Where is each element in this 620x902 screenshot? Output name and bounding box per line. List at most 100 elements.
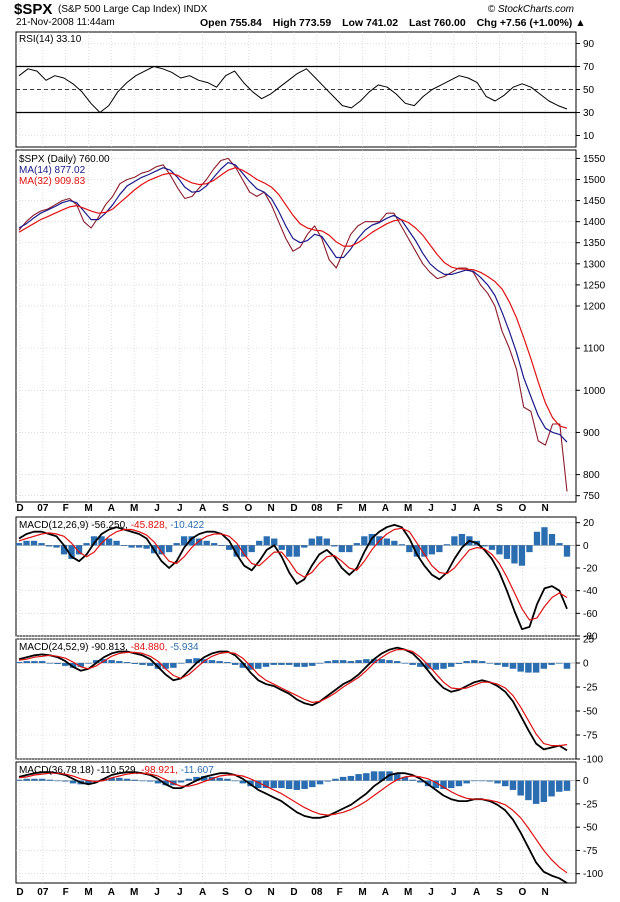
macd1-histogram-bar bbox=[158, 545, 165, 555]
macd1-histogram-bar bbox=[233, 545, 240, 557]
macd1-histogram-bar bbox=[60, 545, 68, 555]
month-label-bottom: A bbox=[473, 887, 480, 898]
macd1-histogram-bar bbox=[90, 536, 98, 546]
macd3-histogram-bar bbox=[509, 780, 517, 790]
macd1-legend-part: -10.422 bbox=[167, 520, 204, 531]
macd1-histogram-bar bbox=[105, 538, 113, 546]
macd1-histogram-bar bbox=[503, 545, 511, 559]
macd3-histogram-bar bbox=[409, 779, 416, 781]
macd2-histogram-bar bbox=[424, 663, 432, 669]
rsi-series-rsi-14- bbox=[18, 66, 568, 113]
macd2-histogram-bar bbox=[123, 662, 131, 663]
month-label-top: F bbox=[337, 503, 343, 514]
macd1-histogram-bar bbox=[135, 545, 143, 548]
macd3-histogram-bar bbox=[440, 780, 447, 789]
macd3-histogram-bar bbox=[224, 778, 231, 781]
macd2-legend-part: -5.934 bbox=[167, 642, 199, 653]
macd2-histogram-bar bbox=[255, 663, 262, 669]
month-label-top: J bbox=[428, 503, 434, 514]
macd2-histogram-bar bbox=[332, 660, 339, 663]
macd3-histogram-bar bbox=[316, 780, 324, 785]
macd2-histogram-bar bbox=[355, 660, 362, 663]
macd1-histogram-bar bbox=[256, 540, 263, 546]
macd1-histogram-bar bbox=[196, 538, 203, 546]
macd3-histogram-bar bbox=[116, 777, 123, 781]
month-label-top: A bbox=[199, 503, 206, 514]
macd2-histogram-bar bbox=[270, 663, 277, 665]
price-y-tick-label: 1450 bbox=[583, 196, 606, 207]
macd2-histogram-bar bbox=[69, 663, 77, 668]
macd2-histogram-bar bbox=[316, 663, 324, 664]
macd3-histogram-bar bbox=[525, 780, 532, 801]
macd2-histogram-bar bbox=[347, 661, 355, 663]
macd3-histogram-bar bbox=[517, 780, 524, 796]
macd2-y-tick-label: -50 bbox=[583, 707, 598, 718]
macd2-histogram-bar bbox=[471, 660, 478, 663]
macd1-histogram-bar bbox=[323, 538, 330, 546]
macd3-histogram-bar bbox=[293, 780, 301, 790]
macd2-histogram-bar bbox=[23, 661, 30, 663]
macd2-histogram-bar bbox=[139, 663, 146, 665]
month-label-top: S bbox=[496, 503, 503, 514]
macd2-histogram-bar bbox=[193, 658, 200, 663]
macd3-histogram-bar bbox=[556, 780, 563, 792]
price-series-ma-14- bbox=[18, 162, 568, 443]
macd3-histogram-bar bbox=[339, 776, 347, 781]
month-label-bottom: J bbox=[177, 887, 183, 898]
macd2-histogram-bar bbox=[131, 663, 139, 664]
macd3-y-tick-label: 0 bbox=[583, 776, 589, 787]
macd2-histogram-bar bbox=[463, 661, 470, 663]
macd1-y-tick-label: -40 bbox=[583, 586, 598, 597]
macd1-histogram-bar bbox=[45, 545, 53, 547]
macd3-histogram-bar bbox=[177, 780, 185, 783]
rsi-y-tick-label: 50 bbox=[583, 85, 595, 96]
macd2-histogram-bar bbox=[208, 660, 216, 663]
month-label-bottom: N bbox=[542, 887, 549, 898]
macd3-histogram-bar bbox=[270, 780, 277, 789]
macd2-histogram-bar bbox=[309, 663, 316, 666]
month-label-top: M bbox=[84, 503, 92, 514]
macd2-histogram-bar bbox=[108, 660, 115, 663]
price-y-tick-label: 1000 bbox=[583, 386, 606, 397]
month-label-bottom: J bbox=[154, 887, 160, 898]
macd1-histogram-bar bbox=[113, 540, 120, 546]
month-label-bottom: N bbox=[268, 887, 275, 898]
macd1-histogram-bar bbox=[421, 545, 428, 557]
macd3-histogram-bar bbox=[255, 780, 262, 789]
macd2-histogram-bar bbox=[170, 663, 177, 668]
macd1-histogram-bar bbox=[526, 545, 533, 553]
price-y-tick-label: 1550 bbox=[583, 154, 606, 165]
macd2-histogram-bar bbox=[231, 663, 239, 665]
macd3-series-signal bbox=[18, 772, 568, 874]
macd3-histogram-bar bbox=[185, 778, 193, 781]
macd3-histogram-bar bbox=[54, 780, 61, 782]
macd2-histogram-bar bbox=[177, 663, 185, 664]
macd1-histogram-bar bbox=[128, 545, 135, 548]
macd1-histogram-bar bbox=[428, 545, 436, 555]
macd1-histogram-bar bbox=[211, 543, 218, 546]
macd2-histogram-bar bbox=[339, 660, 347, 663]
macd1-histogram-bar bbox=[308, 538, 315, 546]
price-y-tick-label: 750 bbox=[583, 491, 600, 502]
macd1-histogram-bar bbox=[271, 538, 278, 546]
month-label-bottom: 08 bbox=[311, 887, 323, 898]
macd1-histogram-bar bbox=[188, 536, 195, 546]
month-label-top: A bbox=[382, 503, 389, 514]
macd1-y-tick-label: 0 bbox=[583, 541, 589, 552]
macd2-histogram-bar bbox=[548, 663, 555, 665]
month-label-top: A bbox=[473, 503, 480, 514]
macd2-histogram-bar bbox=[440, 663, 447, 669]
macd1-histogram-bar bbox=[451, 536, 458, 546]
macd3-y-tick-label: -100 bbox=[583, 869, 603, 880]
macd2-histogram-bar bbox=[185, 659, 193, 663]
macd2-histogram-bar bbox=[532, 663, 540, 673]
macd2-histogram-bar bbox=[494, 663, 501, 665]
macd2-histogram-bar bbox=[324, 661, 331, 663]
macd3-histogram-bar bbox=[146, 780, 154, 782]
rsi-y-tick-label: 90 bbox=[583, 39, 595, 50]
macd2-series-signal bbox=[18, 649, 568, 747]
macd3-legend-part: -11.607 bbox=[178, 765, 214, 776]
macd2-histogram-bar bbox=[162, 663, 169, 669]
month-label-bottom: O bbox=[244, 887, 252, 898]
price-y-tick-label: 1100 bbox=[583, 344, 605, 355]
